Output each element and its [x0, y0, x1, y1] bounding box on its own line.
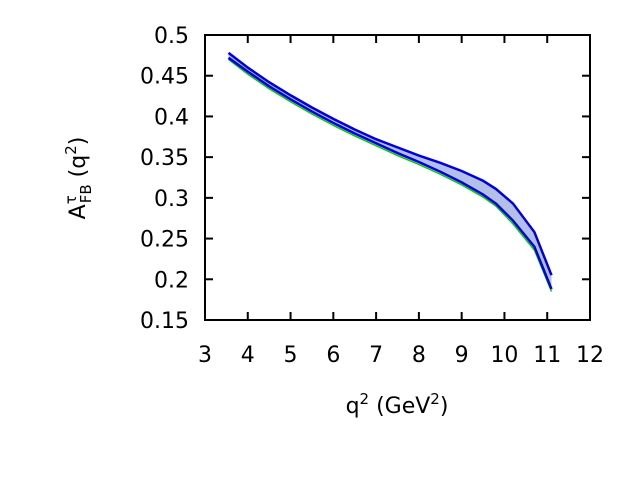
y-label-part: FB	[77, 184, 95, 203]
y-tick-label: 0.3	[154, 187, 189, 212]
y-tick-label: 0.25	[140, 228, 189, 253]
y-label-part: τ	[62, 195, 80, 204]
y-axis-label: AτFB (q2)	[62, 137, 95, 220]
x-tick-label: 3	[198, 343, 212, 368]
x-tick-label: 6	[326, 343, 340, 368]
x-tick-label: 9	[455, 343, 469, 368]
x-tick-label: 11	[533, 343, 561, 368]
x-tick-label: 8	[412, 343, 426, 368]
x-tick-label: 12	[576, 343, 604, 368]
x-label-part: 2	[360, 390, 370, 408]
y-label-part: A	[66, 204, 91, 219]
x-tick-label: 10	[490, 343, 518, 368]
x-tick-label: 5	[284, 343, 298, 368]
y-label-part: (q	[66, 155, 91, 185]
x-label-part: 2	[430, 390, 440, 408]
y-tick-label: 0.5	[154, 24, 189, 49]
series-line	[227, 56, 553, 290]
y-label-part: )	[66, 137, 91, 146]
y-tick-label: 0.2	[154, 268, 189, 293]
x-label-part: q	[346, 394, 360, 419]
x-tick-label: 4	[241, 343, 255, 368]
y-tick-label: 0.4	[154, 105, 189, 130]
x-tick-label: 7	[369, 343, 383, 368]
plot-frame	[204, 34, 591, 321]
series-line	[228, 58, 553, 292]
y-tick-label: 0.15	[140, 309, 189, 334]
x-label-part: )	[440, 394, 449, 419]
y-tick-label: 0.45	[140, 65, 189, 90]
y-tick-label: 0.35	[140, 146, 189, 171]
y-label-part: 2	[62, 145, 80, 155]
x-axis-label: q2 (GeV2)	[346, 390, 449, 419]
x-label-part: (GeV	[369, 394, 430, 419]
series-line	[227, 51, 553, 276]
